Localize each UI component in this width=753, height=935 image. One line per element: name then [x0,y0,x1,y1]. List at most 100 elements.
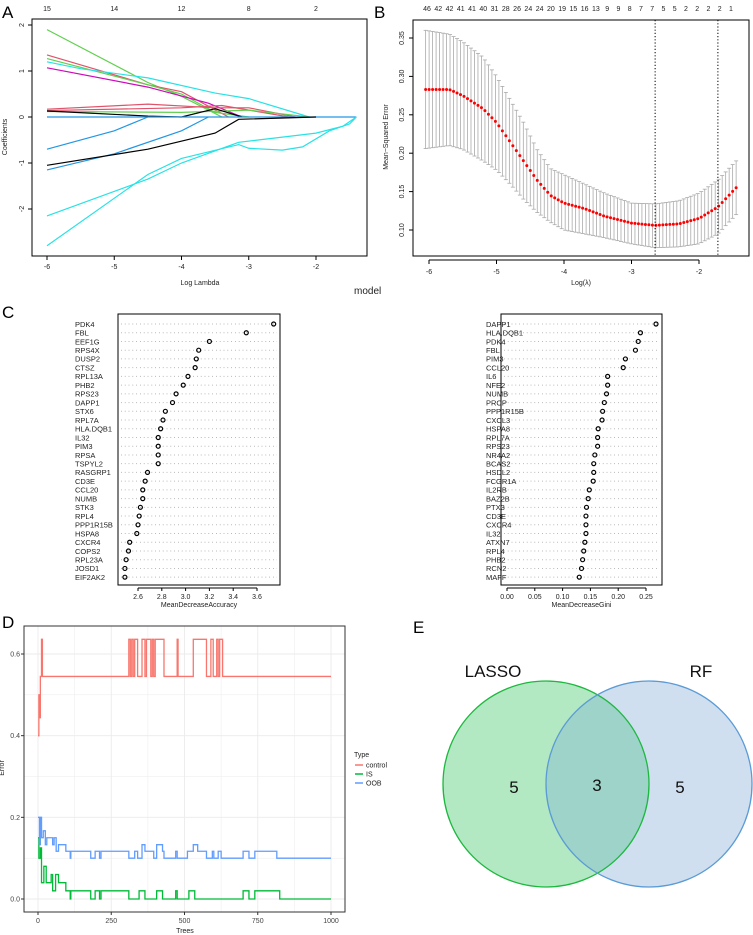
x-tick-label: -6 [44,264,50,271]
importance-dot [185,373,191,379]
mse-point [629,221,633,225]
top-axis-label: 9 [616,6,620,13]
mse-point [706,211,710,215]
importance-dot [196,347,202,353]
y-tick-label: 0.6 [10,652,20,659]
importance-dot [155,443,161,449]
venn-count: 5 [675,778,684,797]
importance-dot [591,469,597,476]
x-tick-label: 250 [105,918,117,925]
importance-dot [591,461,597,467]
y-tick-label: 0.30 [399,69,406,83]
mse-point [654,223,658,227]
importance-dot [123,557,129,563]
mse-point [500,129,504,133]
gene-label: IL32 [75,433,90,442]
mse-point [511,144,515,148]
y-tick-label: 0.15 [399,185,406,199]
mse-point [591,210,595,214]
importance-dot [583,530,589,537]
mse-point [462,94,466,98]
top-axis-label: 46 [423,6,431,13]
gene-label: NFE2 [486,381,505,390]
gene-label: NUMB [486,390,508,399]
panel-label: B [374,3,385,22]
importance-dot [137,504,143,510]
importance-dot [193,356,199,362]
y-tick-label: 0 [19,115,26,119]
importance-dot [601,399,607,406]
gene-label: COPS2 [75,547,100,556]
y-tick-label: 0.10 [399,223,406,237]
mse-point [553,196,557,200]
x-axis-label: MeanDecreaseGini [552,602,612,609]
gene-label: RPL4 [75,512,94,521]
mse-point [521,159,525,163]
x-tick-label: 0.15 [584,594,598,601]
mse-point [678,221,682,225]
importance-dot [595,426,601,432]
mse-point [431,87,435,91]
mse-point [664,223,668,227]
gene-label: PIM3 [486,355,504,364]
mse-point [507,139,511,143]
importance-dot [134,530,140,537]
mse-point [434,87,438,91]
y-tick-label: 0.2 [10,815,20,822]
mse-point [640,222,644,226]
gene-label: PPP1R15B [486,407,524,416]
mse-point [609,216,613,220]
venn-set-label: RF [690,662,713,681]
y-tick-label: 0.4 [10,733,20,740]
mse-point [584,207,588,211]
mse-point [605,215,609,219]
gene-label: PDK4 [486,337,506,346]
x-tick-label: -5 [493,269,499,276]
mse-point [717,204,721,208]
mse-point [703,213,707,217]
gene-label: DUSP2 [75,355,100,364]
gene-label: RPS4X [75,346,100,355]
top-axis-label: 2 [684,6,688,13]
x-tick-label: -2 [313,264,319,271]
mse-point [650,223,654,227]
top-axis-label: 24 [536,6,544,13]
mse-point [574,204,578,208]
x-tick-label: 1000 [323,918,339,925]
top-axis-label: 12 [178,6,186,13]
gene-label: RPL13A [75,372,103,381]
top-axis-label: 2 [314,6,318,13]
coef-path-line [46,116,317,166]
top-axis-label: 42 [434,6,442,13]
importance-dot [582,539,588,545]
mse-point [448,88,452,92]
gene-label: CTSZ [75,363,95,372]
mse-point [710,209,714,213]
mse-point [479,106,483,110]
mse-point [661,223,665,227]
y-tick-label: 0.25 [399,108,406,122]
venn-count: 5 [509,778,518,797]
x-axis-label: Log Lambda [181,280,220,287]
importance-dot [140,487,146,493]
mse-point [490,116,494,120]
importance-dot [622,356,629,362]
x-axis-label: Log(λ) [571,280,591,287]
importance-dot [162,408,168,414]
importance-dot [599,417,605,423]
gene-label: CXCR4 [75,538,100,547]
gene-label: TSPYL2 [75,459,103,468]
coef-path-line [46,54,229,118]
mse-point [424,87,428,91]
x-tick-label: 500 [179,918,191,925]
x-tick-label: -4 [178,264,184,271]
gene-label: ATXN7 [486,538,510,547]
y-tick-label: -2 [19,206,26,212]
mse-point [483,109,487,113]
x-tick-label: 0.00 [500,594,514,601]
gene-label: STK3 [75,503,94,512]
top-axis-label: 28 [502,6,510,13]
importance-dot [173,391,179,397]
